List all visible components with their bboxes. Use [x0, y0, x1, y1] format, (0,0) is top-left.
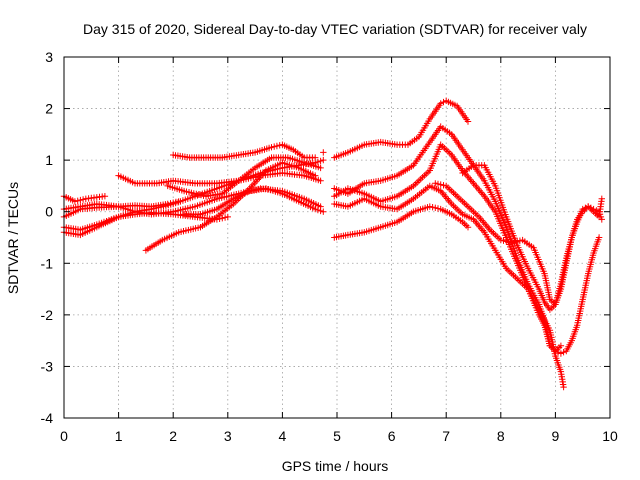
x-tick-label-7: 7 — [442, 428, 450, 444]
y-tick-label-5: 1 — [45, 152, 53, 168]
series-track-h — [164, 154, 324, 200]
y-tick-label-1: -3 — [41, 358, 54, 374]
series-markers-track-i — [170, 141, 319, 161]
x-axis-title: GPS time / hours — [282, 458, 389, 474]
series-track-n — [331, 182, 567, 391]
y-tick-label-2: -2 — [41, 307, 54, 323]
series-markers-track-f — [115, 156, 327, 187]
y-tick-labels: -4 -3 -2 -1 0 1 2 3 — [41, 49, 54, 426]
x-tick-label-8: 8 — [497, 428, 505, 444]
series-markers-track-r — [320, 149, 327, 156]
series-markers-track-k — [331, 97, 472, 161]
x-tick-label-2: 2 — [169, 428, 177, 444]
series-track-a — [60, 193, 109, 205]
x-tick-label-9: 9 — [552, 428, 560, 444]
y-tick-label-4: 0 — [45, 204, 53, 220]
y-tick-label-3: -1 — [41, 255, 54, 271]
x-tick-label-4: 4 — [279, 428, 287, 444]
series-track-q — [459, 162, 605, 313]
y-axis-title: SDTVAR / TECUs — [5, 182, 21, 294]
series-markers-track-j — [180, 185, 327, 218]
series-markers-track-h — [164, 154, 324, 200]
x-tick-label-10: 10 — [602, 428, 618, 444]
series-markers-track-o — [331, 203, 472, 241]
series-markers-track-n — [331, 182, 567, 391]
x-tick-label-5: 5 — [333, 428, 341, 444]
x-tick-label-6: 6 — [388, 428, 396, 444]
x-tick-label-3: 3 — [224, 428, 232, 444]
series-track-j — [180, 185, 327, 218]
y-tick-label-7: 3 — [45, 49, 53, 65]
data-series-layer — [60, 97, 605, 391]
y-tick-label-0: -4 — [41, 410, 54, 426]
axis-layer — [63, 56, 611, 419]
x-tick-labels: 0 1 2 3 4 5 6 7 8 9 10 — [60, 428, 618, 444]
x-tick-label-0: 0 — [60, 428, 68, 444]
chart-title: Day 315 of 2020, Sidereal Day-to-day VTE… — [83, 21, 587, 37]
series-track-k — [331, 97, 472, 161]
series-track-o — [331, 203, 472, 241]
x-tick-label-1: 1 — [115, 428, 123, 444]
series-track-g — [142, 159, 319, 254]
y-tick-label-6: 2 — [45, 101, 53, 117]
series-track-r — [320, 149, 327, 156]
series-track-i — [170, 141, 319, 161]
series-markers-track-q — [459, 162, 605, 313]
